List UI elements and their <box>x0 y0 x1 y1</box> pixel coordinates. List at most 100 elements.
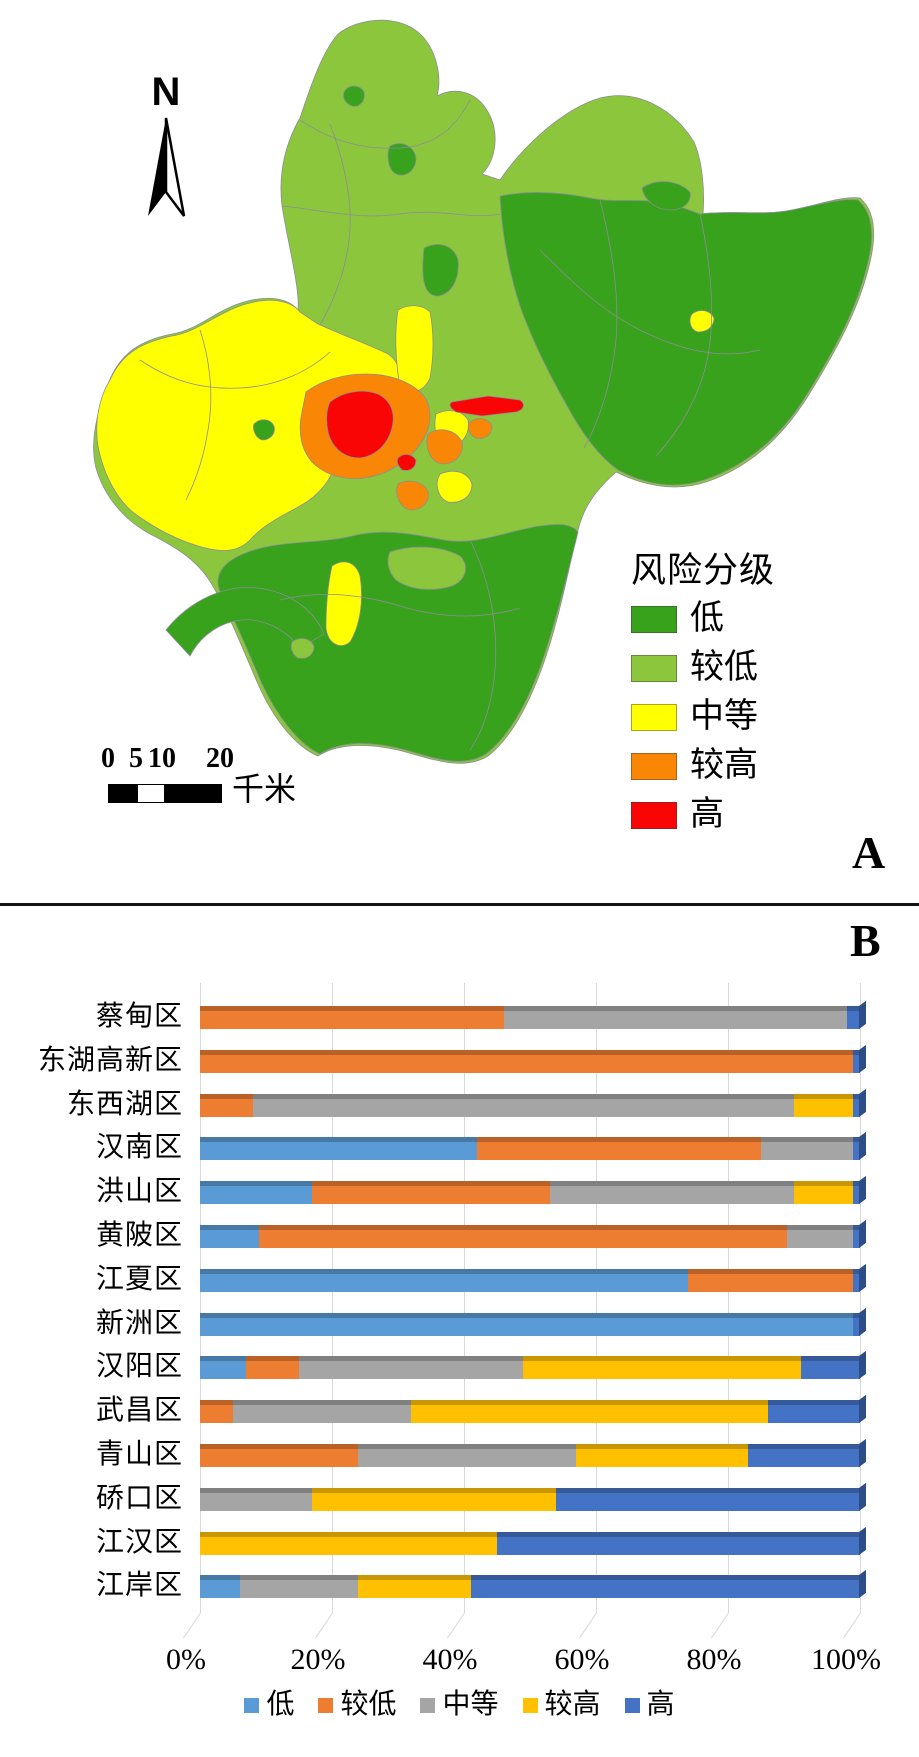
stacked-bar <box>200 1219 866 1248</box>
bar-end-cap <box>858 1482 866 1511</box>
district-boundary-line <box>539 249 761 355</box>
category-label: 汉阳区 <box>95 1351 183 1383</box>
gridline-foot <box>579 1612 597 1639</box>
stacked-bar <box>200 1263 866 1292</box>
scale-bar-segment <box>165 785 221 802</box>
legend-swatch <box>244 1697 260 1713</box>
scale-tick-0: 0 <box>101 743 115 774</box>
panel-a-label: A <box>852 827 886 878</box>
panel-b-label: B <box>850 915 881 966</box>
bar-segment-较低 <box>246 1356 299 1380</box>
bar-segment-较高 <box>523 1356 801 1380</box>
category-label: 东湖高新区 <box>37 1044 183 1076</box>
bar-segment-中等 <box>503 1006 847 1029</box>
district-boundary-line <box>185 329 212 501</box>
bar-row-东湖高新区: 东湖高新区 <box>0 1044 919 1075</box>
bar-segment-中等 <box>200 1487 313 1511</box>
bar-row-青山区: 青山区 <box>0 1438 919 1470</box>
map-patch-medium-south <box>325 561 362 646</box>
bar-row-硚口区: 硚口区 <box>0 1482 919 1513</box>
bar-segment-较高 <box>200 1531 497 1555</box>
bar-segment-中等 <box>549 1181 795 1205</box>
gridline <box>332 983 333 1613</box>
map-region-south-low-risk <box>217 524 579 762</box>
map-patch-higher <box>396 480 429 511</box>
map-patch-low-ne-island <box>641 181 691 211</box>
bar-end-cap <box>858 1395 866 1424</box>
bar-segment-高 <box>747 1444 861 1467</box>
stacked-bar <box>200 1351 866 1380</box>
legend-label: 较高 <box>690 747 758 784</box>
legend-label: 高 <box>690 796 724 833</box>
bar-segment-较低 <box>312 1181 550 1205</box>
bar-segment-较高 <box>411 1400 768 1424</box>
gridline-foot <box>843 1612 861 1639</box>
scale-bar-segment <box>109 785 137 802</box>
legend-swatch <box>631 752 677 780</box>
north-arrow: N <box>136 72 196 227</box>
scale-tick-5: 5 <box>129 743 143 774</box>
legend-swatch <box>631 654 677 682</box>
map-patch-higher <box>426 429 463 465</box>
bar-segment-较低 <box>200 1444 359 1467</box>
scale-tick-10: 10 <box>148 743 176 774</box>
x-axis-tick-label: 40% <box>422 1643 478 1676</box>
gridline <box>860 983 861 1613</box>
stacked-bar <box>200 1526 866 1555</box>
bar-segment-低 <box>200 1312 854 1336</box>
stacked-bar <box>200 1044 866 1073</box>
bar-segment-较高 <box>793 1181 854 1205</box>
map-patch-medium <box>689 310 715 333</box>
bar-segment-较低 <box>259 1225 788 1248</box>
stacked-bar <box>200 1482 866 1511</box>
bar-end-cap <box>858 1132 866 1161</box>
map-legend-item: 高 <box>631 798 871 832</box>
bar-end-cap <box>858 1351 866 1380</box>
category-label: 江岸区 <box>95 1570 183 1602</box>
bar-segment-高 <box>853 1268 860 1292</box>
stacked-bar <box>200 1438 866 1467</box>
category-label: 蔡甸区 <box>95 1001 183 1032</box>
bar-segment-中等 <box>239 1575 359 1599</box>
bar-segment-高 <box>846 1006 861 1029</box>
north-label: N <box>151 70 181 114</box>
category-label: 汉南区 <box>95 1132 183 1164</box>
bar-row-东西湖区: 东西湖区 <box>0 1088 919 1119</box>
bar-segment-高 <box>853 1312 860 1336</box>
gridline <box>596 983 597 1613</box>
district-boundary-line <box>583 199 618 449</box>
bar-segment-较高 <box>576 1444 748 1467</box>
x-axis-tick-label: 20% <box>290 1643 346 1676</box>
stacked-bar <box>200 1570 866 1599</box>
panel-b-stacked-bar-chart: B 蔡甸区 东湖高新区 东西湖区 汉南区 洪山区 黄陂区 江夏区 新洲区 汉阳区 武昌区 青山区 硚口… <box>0 906 919 1757</box>
bar-segment-低 <box>200 1268 689 1292</box>
chart-plot-area <box>183 983 861 1639</box>
map-legend-items: 低较低 中等 较高高 <box>631 602 871 832</box>
bar-segment-中等 <box>787 1225 854 1248</box>
scale-bar: 0 5 10 20 千米 <box>90 744 320 810</box>
bar-end-cap <box>858 1570 866 1599</box>
category-label: 东西湖区 <box>66 1088 183 1120</box>
legend-label: 低 <box>266 1689 295 1720</box>
bar-segment-高 <box>853 1181 860 1205</box>
bar-row-新洲区: 新洲区 <box>0 1307 919 1338</box>
category-label: 江汉区 <box>95 1526 183 1558</box>
stacked-bar <box>200 1132 866 1161</box>
category-label: 硚口区 <box>95 1482 183 1514</box>
scale-tick-20: 20 <box>206 743 234 774</box>
bar-end-cap <box>858 1176 866 1205</box>
bar-segment-较低 <box>477 1137 761 1161</box>
gridline-foot <box>447 1612 465 1639</box>
bar-row-武昌区: 武昌区 <box>0 1395 919 1426</box>
bar-segment-中等 <box>358 1444 577 1467</box>
bar-segment-高 <box>853 1093 860 1117</box>
legend-label: 中等 <box>690 698 758 735</box>
bar-row-黄陂区: 黄陂区 <box>0 1219 919 1251</box>
map-legend: 风险分级 低较低 中等 较高高 <box>631 552 871 847</box>
district-boundary-line <box>299 99 471 149</box>
bar-segment-较高 <box>793 1093 854 1117</box>
bar-segment-中等 <box>298 1356 524 1380</box>
wuhan-risk-choropleth-map <box>93 19 875 764</box>
bar-segment-低 <box>200 1356 247 1380</box>
